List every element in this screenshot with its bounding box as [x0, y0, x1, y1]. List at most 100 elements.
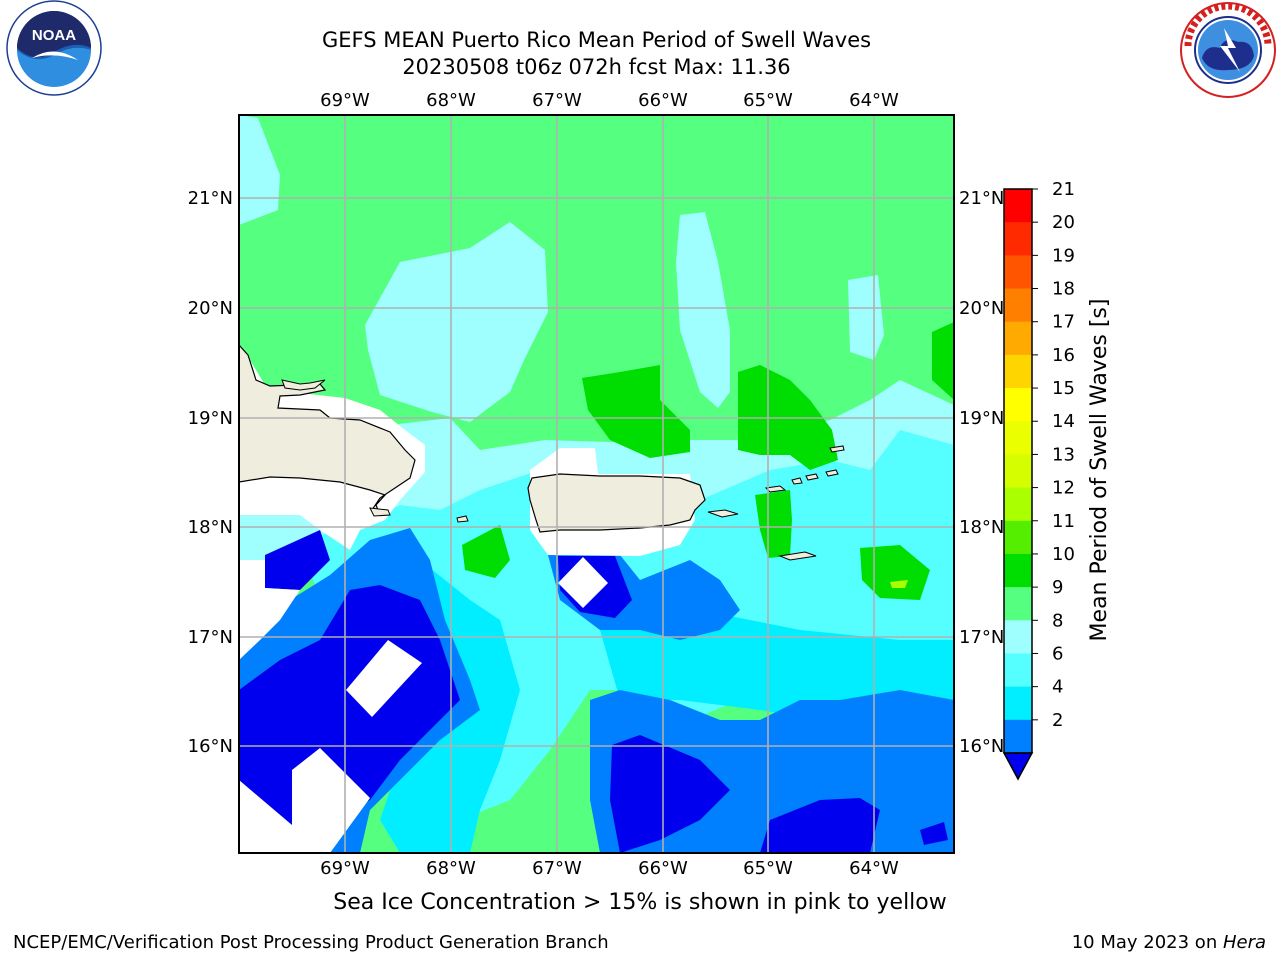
nodata-sw-a: [239, 560, 300, 660]
field-8-9s-ne: [848, 275, 884, 360]
field-lt2s-a: [265, 530, 330, 590]
field-lt2s-f: [920, 822, 948, 845]
lat-label-left: 21°N: [188, 188, 233, 209]
lon-labels-top: 69°W 68°W 67°W 66°W 65°W 64°W: [320, 90, 899, 111]
colorbar-tick-label: 11: [1052, 511, 1075, 532]
noaa-logo-text: NOAA: [32, 27, 76, 44]
lon-label-top: 68°W: [426, 90, 476, 111]
colorbar-band: [1004, 255, 1032, 290]
field-lt2s-e: [760, 798, 880, 853]
colorbar-tick-label: 17: [1052, 312, 1075, 333]
noaa-logo-icon: NOAA: [6, 0, 102, 96]
colorbar-tick-label: 13: [1052, 444, 1075, 465]
colorbar-tick-label: 4: [1052, 677, 1063, 698]
lat-label-left: 16°N: [188, 736, 233, 757]
lat-label-left: 20°N: [188, 298, 233, 319]
lat-label-right: 20°N: [959, 298, 1004, 319]
colorbar-band: [1004, 454, 1032, 489]
footer-host: Hera: [1222, 932, 1266, 953]
colorbar-band: [1004, 487, 1032, 522]
field-11-12s-max: [890, 580, 908, 588]
colorbar-band: [1004, 354, 1032, 389]
land-st-croix: [778, 551, 817, 561]
lat-label-right: 17°N: [959, 627, 1004, 648]
colorbar-tick-label: 6: [1052, 643, 1063, 664]
land-virgin-islands: [764, 445, 845, 493]
lat-label-left: 17°N: [188, 627, 233, 648]
colorbar-band: [1004, 222, 1032, 256]
colorbar-band: [1004, 719, 1032, 754]
land-tortuga: [281, 379, 326, 391]
footer-branch: NCEP/EMC/Verification Post Processing Pr…: [13, 932, 609, 953]
lat-label-right: 16°N: [959, 736, 1004, 757]
colorbar-band: [1004, 553, 1032, 588]
lon-label-top: 65°W: [743, 90, 793, 111]
field-10-11s-f: [462, 525, 510, 578]
colorbar-frame: [1003, 188, 1033, 754]
sea-ice-note: Sea Ice Concentration > 15% is shown in …: [333, 890, 947, 915]
colorbar-tick-label: 18: [1052, 279, 1075, 300]
colorbar-tick-label: 15: [1052, 378, 1075, 399]
field-8-9s-n-center: [365, 222, 548, 422]
lat-label-right: 21°N: [959, 188, 1004, 209]
field-8-9s-ridge: [676, 212, 730, 408]
chart-subtitle: 20230508 t06z 072h fcst Max: 11.36: [402, 55, 791, 79]
colorbar-band: [1004, 620, 1032, 654]
map-frame: [238, 114, 955, 854]
colorbar-extend-arrow: [1002, 752, 1034, 781]
nodata-box-a: [346, 640, 422, 717]
colorbar-band: [1004, 587, 1032, 621]
colorbar-tick-label: 12: [1052, 478, 1075, 499]
colorbar-tick-label: 16: [1052, 345, 1075, 366]
colorbar-band: [1004, 520, 1032, 555]
lon-label-bottom: 69°W: [320, 858, 370, 879]
nodata-sw-b: [239, 748, 370, 853]
colorbar-tick-label: 21: [1052, 179, 1075, 200]
colorbar-band: [1004, 321, 1032, 356]
field-lt2s-d: [610, 735, 730, 853]
lon-label-bottom: 64°W: [849, 858, 899, 879]
colorbar-tick-label: 14: [1052, 411, 1075, 432]
lat-labels-right: 21°N 20°N 19°N 18°N 17°N 16°N: [959, 188, 1004, 757]
colorbar-band: [1004, 686, 1032, 721]
lon-label-bottom: 66°W: [638, 858, 688, 879]
lat-label-right: 19°N: [959, 408, 1004, 429]
colorbar-band: [1004, 421, 1032, 455]
colorbar-tick-label: 19: [1052, 245, 1075, 266]
colorbar-tick-label: 2: [1052, 710, 1063, 731]
colorbar-tick-label: 8: [1052, 610, 1063, 631]
field-10-11s-d: [860, 545, 930, 600]
lon-label-top: 67°W: [532, 90, 582, 111]
colorbar-tick-label: 9: [1052, 577, 1063, 598]
colorbar-label: Mean Period of Swell Waves [s]: [1087, 299, 1112, 642]
lat-label-left: 18°N: [188, 517, 233, 538]
colorbar-band: [1004, 189, 1032, 223]
land-vieques: [707, 509, 739, 518]
lon-label-top: 66°W: [638, 90, 688, 111]
map-gridlines: [239, 115, 954, 853]
colorbar: 21 20 19 18 17 16 15 14 13 12 11 10 9 8 6 4 2: [1002, 179, 1075, 781]
field-10-11s-c: [755, 490, 792, 558]
colorbar-tick-label: 10: [1052, 544, 1075, 565]
swell-period-field: [239, 115, 954, 853]
land-puerto-rico: [527, 473, 706, 533]
field-10-11s-e: [932, 322, 954, 400]
footer-date: 10 May 2023 on Hera: [1072, 932, 1266, 953]
lat-labels-left: 21°N 20°N 19°N 18°N 17°N 16°N: [188, 188, 233, 757]
land-hispaniola: [239, 344, 416, 517]
colorbar-band: [1004, 653, 1032, 688]
chart-title: GEFS MEAN Puerto Rico Mean Period of Swe…: [321, 28, 872, 52]
lon-label-bottom: 67°W: [532, 858, 582, 879]
lon-label-top: 69°W: [320, 90, 370, 111]
nodata-box-b: [558, 557, 608, 608]
lon-label-top: 64°W: [849, 90, 899, 111]
land-mona: [456, 515, 469, 523]
lat-label-right: 18°N: [959, 517, 1004, 538]
lon-labels-bottom: 69°W 68°W 67°W 66°W 65°W 64°W: [320, 858, 899, 879]
lon-label-bottom: 65°W: [743, 858, 793, 879]
colorbar-band: [1004, 388, 1032, 422]
colorbar-tick-label: 20: [1052, 212, 1075, 233]
land-islet-a: [369, 507, 391, 517]
footer-date-text: 10 May 2023 on: [1071, 932, 1223, 953]
